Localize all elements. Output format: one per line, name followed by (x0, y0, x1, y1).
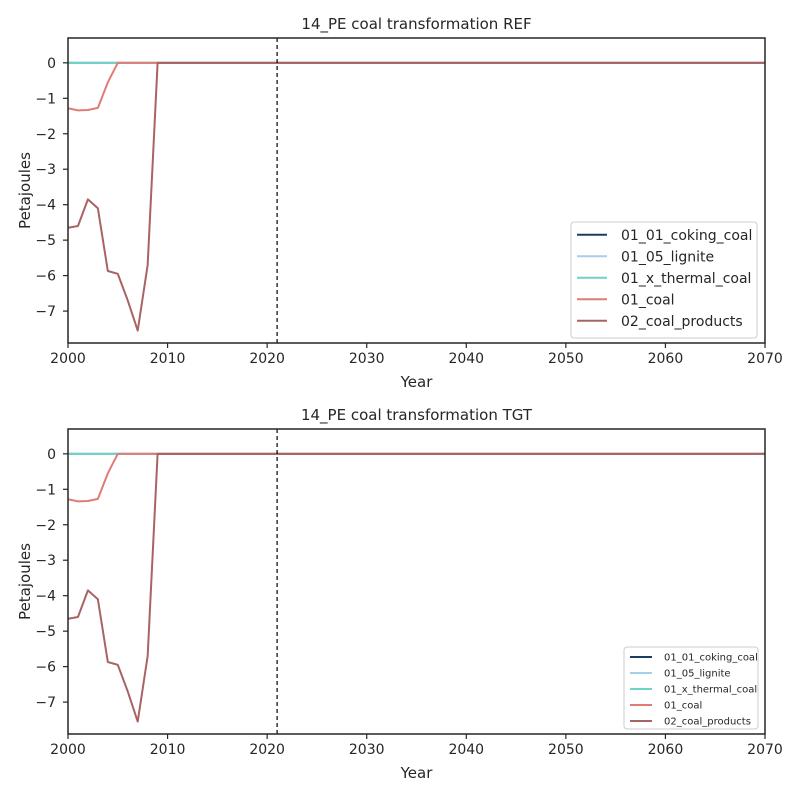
y-axis-label: Petajoules (16, 543, 34, 620)
x-tick-label: 2020 (249, 351, 285, 367)
legend-label: 01_05_lignite (664, 669, 731, 680)
y-tick-label: −4 (35, 589, 56, 605)
y-tick-label: −1 (35, 482, 56, 498)
y-tick-label: −7 (35, 304, 56, 320)
series-group (68, 452, 765, 723)
series-line-02_coal_products (68, 452, 765, 723)
legend-label: 01_x_thermal_coal (621, 271, 751, 287)
legend-box (570, 221, 758, 339)
y-tick-label: −2 (35, 127, 56, 143)
x-tick-label: 2040 (448, 742, 484, 758)
chart-panel-1: 14_PE coal transformation TGT 2000 2010 202… (16, 406, 783, 782)
legend-label: 01_01_coking_coal (664, 653, 758, 664)
y-tick-label: −3 (35, 553, 56, 569)
x-tick-label: 2010 (150, 351, 186, 367)
series-line-02_coal_products (68, 61, 765, 332)
series-group (68, 61, 765, 332)
x-tick-label: 2060 (648, 742, 684, 758)
legend-label: 01_x_thermal_coal (664, 685, 757, 696)
chart-panel-0: 14_PE coal transformation REF 2000 2010 202… (16, 15, 783, 391)
y-tick-label: −5 (35, 624, 56, 640)
legend-label: 02_coal_products (621, 314, 743, 330)
legend-label: 02_coal_products (664, 717, 751, 728)
x-axis-label: Year (400, 373, 434, 391)
x-tick-label: 2070 (747, 351, 783, 367)
x-tick-label: 2010 (150, 742, 186, 758)
legend: 01_01_coking_coal 01_05_lignite 01_x_therm… (623, 646, 759, 730)
chart-title: 14_PE coal transformation REF (301, 15, 531, 34)
y-tick-label: −4 (35, 198, 56, 214)
y-tick-label: −5 (35, 233, 56, 249)
legend-label: 01_05_lignite (621, 249, 714, 265)
y-axis-label: Petajoules (16, 152, 34, 229)
x-tick-label: 2050 (548, 742, 584, 758)
x-tick-label: 2030 (349, 742, 385, 758)
legend-label: 01_coal (664, 701, 702, 712)
x-tick-label: 2070 (747, 742, 783, 758)
x-tick-label: 2000 (50, 742, 86, 758)
y-tick-label: −6 (35, 660, 56, 676)
x-tick-label: 2030 (349, 351, 385, 367)
series-line-01_coal (68, 452, 765, 503)
plot-frame (67, 428, 766, 735)
x-axis-label: Year (400, 764, 434, 782)
plot-frame (67, 37, 766, 344)
y-tick-label: −6 (35, 269, 56, 285)
legend-label: 01_coal (621, 292, 675, 308)
series-line-01_coal (68, 61, 765, 112)
x-tick-label: 2040 (448, 351, 484, 367)
y-tick-label: 0 (47, 447, 56, 463)
x-tick-label: 2050 (548, 351, 584, 367)
y-tick-label: −2 (35, 518, 56, 534)
legend-box (623, 646, 759, 730)
legend-label: 01_01_coking_coal (621, 228, 752, 244)
x-tick-label: 2020 (249, 742, 285, 758)
x-tick-label: 2060 (648, 351, 684, 367)
y-tick-label: 0 (47, 56, 56, 72)
y-tick-label: −7 (35, 695, 56, 711)
y-tick-label: −3 (35, 162, 56, 178)
x-tick-label: 2000 (50, 351, 86, 367)
y-tick-label: −1 (35, 91, 56, 107)
chart-title: 14_PE coal transformation TGT (301, 406, 533, 425)
legend: 01_01_coking_coal 01_05_lignite 01_x_therm… (570, 221, 758, 339)
